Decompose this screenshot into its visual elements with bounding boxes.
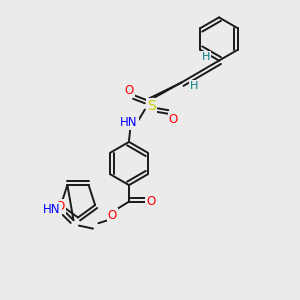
Text: HN: HN xyxy=(43,203,61,216)
Text: O: O xyxy=(146,195,155,208)
Text: O: O xyxy=(56,200,64,213)
Text: O: O xyxy=(169,112,178,126)
Text: O: O xyxy=(124,83,134,97)
Text: S: S xyxy=(147,100,156,113)
Text: H: H xyxy=(190,81,198,91)
Text: HN: HN xyxy=(120,116,138,130)
Text: O: O xyxy=(108,208,117,222)
Text: H: H xyxy=(202,52,211,62)
